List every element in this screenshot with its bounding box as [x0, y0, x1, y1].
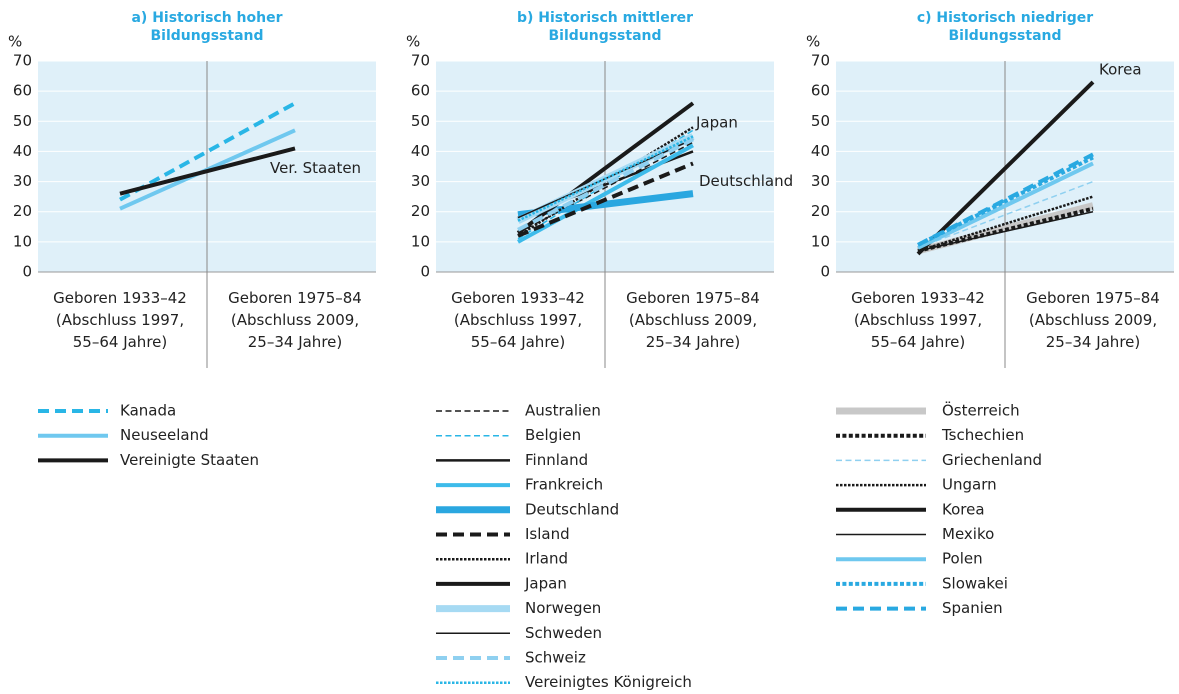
- y-axis-label: %: [406, 33, 420, 51]
- y-tick-label: 20: [811, 202, 830, 220]
- legend-label: Australien: [525, 402, 601, 420]
- x-tick-label: Geboren 1933–42 (Abschluss 1997, 55–64 J…: [53, 289, 187, 351]
- legend-label: Mexiko: [942, 525, 994, 543]
- legend-label: Österreich: [942, 401, 1020, 420]
- series-line: [917, 180, 1094, 249]
- series-line: [917, 206, 1094, 253]
- y-tick-label: 70: [411, 52, 430, 70]
- y-tick-label: 70: [811, 52, 830, 70]
- x-tick-label: Geboren 1975–84 (Abschluss 2009, 25–34 J…: [228, 289, 362, 351]
- legend-label: Schweden: [525, 624, 602, 642]
- y-tick-label: 0: [22, 263, 32, 281]
- legend-label: Belgien: [525, 426, 581, 444]
- annotation: Japan: [695, 114, 738, 132]
- legend-label: Griechenland: [942, 451, 1042, 469]
- series-line: [917, 161, 1094, 250]
- legend-label: Kanada: [120, 402, 176, 420]
- series-line: [119, 146, 296, 196]
- annotation: Deutschland: [699, 172, 793, 190]
- legend-label: Polen: [942, 550, 983, 568]
- chart-title: c) Historisch niedriger Bildungsstand: [916, 10, 1094, 44]
- y-tick-label: 50: [13, 112, 32, 130]
- series-line: [517, 143, 694, 244]
- legend-label: Vereinigtes Königreich: [525, 673, 692, 691]
- legend-label: Deutschland: [525, 500, 619, 518]
- legend-label: Schweiz: [525, 649, 586, 667]
- x-tick-label: Geboren 1975–84 (Abschluss 2009, 25–34 J…: [1026, 289, 1160, 351]
- series-line: [517, 126, 694, 237]
- annotation: Ver. Staaten: [270, 159, 361, 177]
- y-tick-label: 60: [411, 82, 430, 100]
- series-line: [517, 135, 694, 222]
- series-line: [516, 101, 695, 235]
- y-axis-label: %: [8, 33, 22, 51]
- x-tick-label: Geboren 1933–42 (Abschluss 1997, 55–64 J…: [451, 289, 585, 351]
- chart-title: a) Historisch hoher Bildungsstand: [131, 10, 283, 44]
- y-tick-label: 40: [13, 142, 32, 160]
- legend-label: Finnland: [525, 451, 588, 469]
- y-tick-label: 40: [811, 142, 830, 160]
- y-tick-label: 0: [820, 263, 830, 281]
- legend-label: Norwegen: [525, 599, 601, 617]
- y-tick-label: 60: [13, 82, 32, 100]
- y-axis-label: %: [806, 33, 820, 51]
- y-tick-label: 20: [13, 202, 32, 220]
- series-line: [517, 161, 694, 238]
- y-tick-label: 10: [13, 232, 32, 250]
- series-line: [917, 155, 1094, 247]
- legend-label: Spanien: [942, 599, 1003, 617]
- legend-label: Island: [525, 525, 570, 543]
- legend-label: Korea: [942, 500, 985, 518]
- legend-label: Frankreich: [525, 476, 603, 494]
- series-line: [917, 195, 1094, 253]
- legend-label: Slowakei: [942, 574, 1008, 592]
- y-tick-label: 30: [13, 172, 32, 190]
- y-tick-label: 0: [420, 263, 430, 281]
- y-tick-label: 30: [811, 172, 830, 190]
- chart-title: b) Historisch mittlerer Bildungsstand: [517, 10, 693, 44]
- y-tick-label: 50: [811, 112, 830, 130]
- legend-label: Vereinigte Staaten: [120, 451, 259, 469]
- x-tick-label: Geboren 1975–84 (Abschluss 2009, 25–34 J…: [626, 289, 760, 351]
- y-tick-label: 30: [411, 172, 430, 190]
- y-tick-label: 60: [811, 82, 830, 100]
- series-line: [917, 210, 1094, 252]
- series-line: [916, 80, 1095, 256]
- legend-label: Neuseeland: [120, 426, 209, 444]
- y-tick-label: 10: [411, 232, 430, 250]
- legend-label: Japan: [524, 574, 567, 592]
- y-tick-label: 70: [13, 52, 32, 70]
- legend-label: Tschechien: [941, 426, 1024, 444]
- x-tick-label: Geboren 1933–42 (Abschluss 1997, 55–64 J…: [851, 289, 985, 351]
- y-tick-label: 20: [411, 202, 430, 220]
- y-tick-label: 40: [411, 142, 430, 160]
- legend-label: Ungarn: [942, 476, 997, 494]
- y-tick-label: 50: [411, 112, 430, 130]
- annotation: Korea: [1099, 61, 1142, 79]
- legend-label: Irland: [525, 550, 568, 568]
- y-tick-label: 10: [811, 232, 830, 250]
